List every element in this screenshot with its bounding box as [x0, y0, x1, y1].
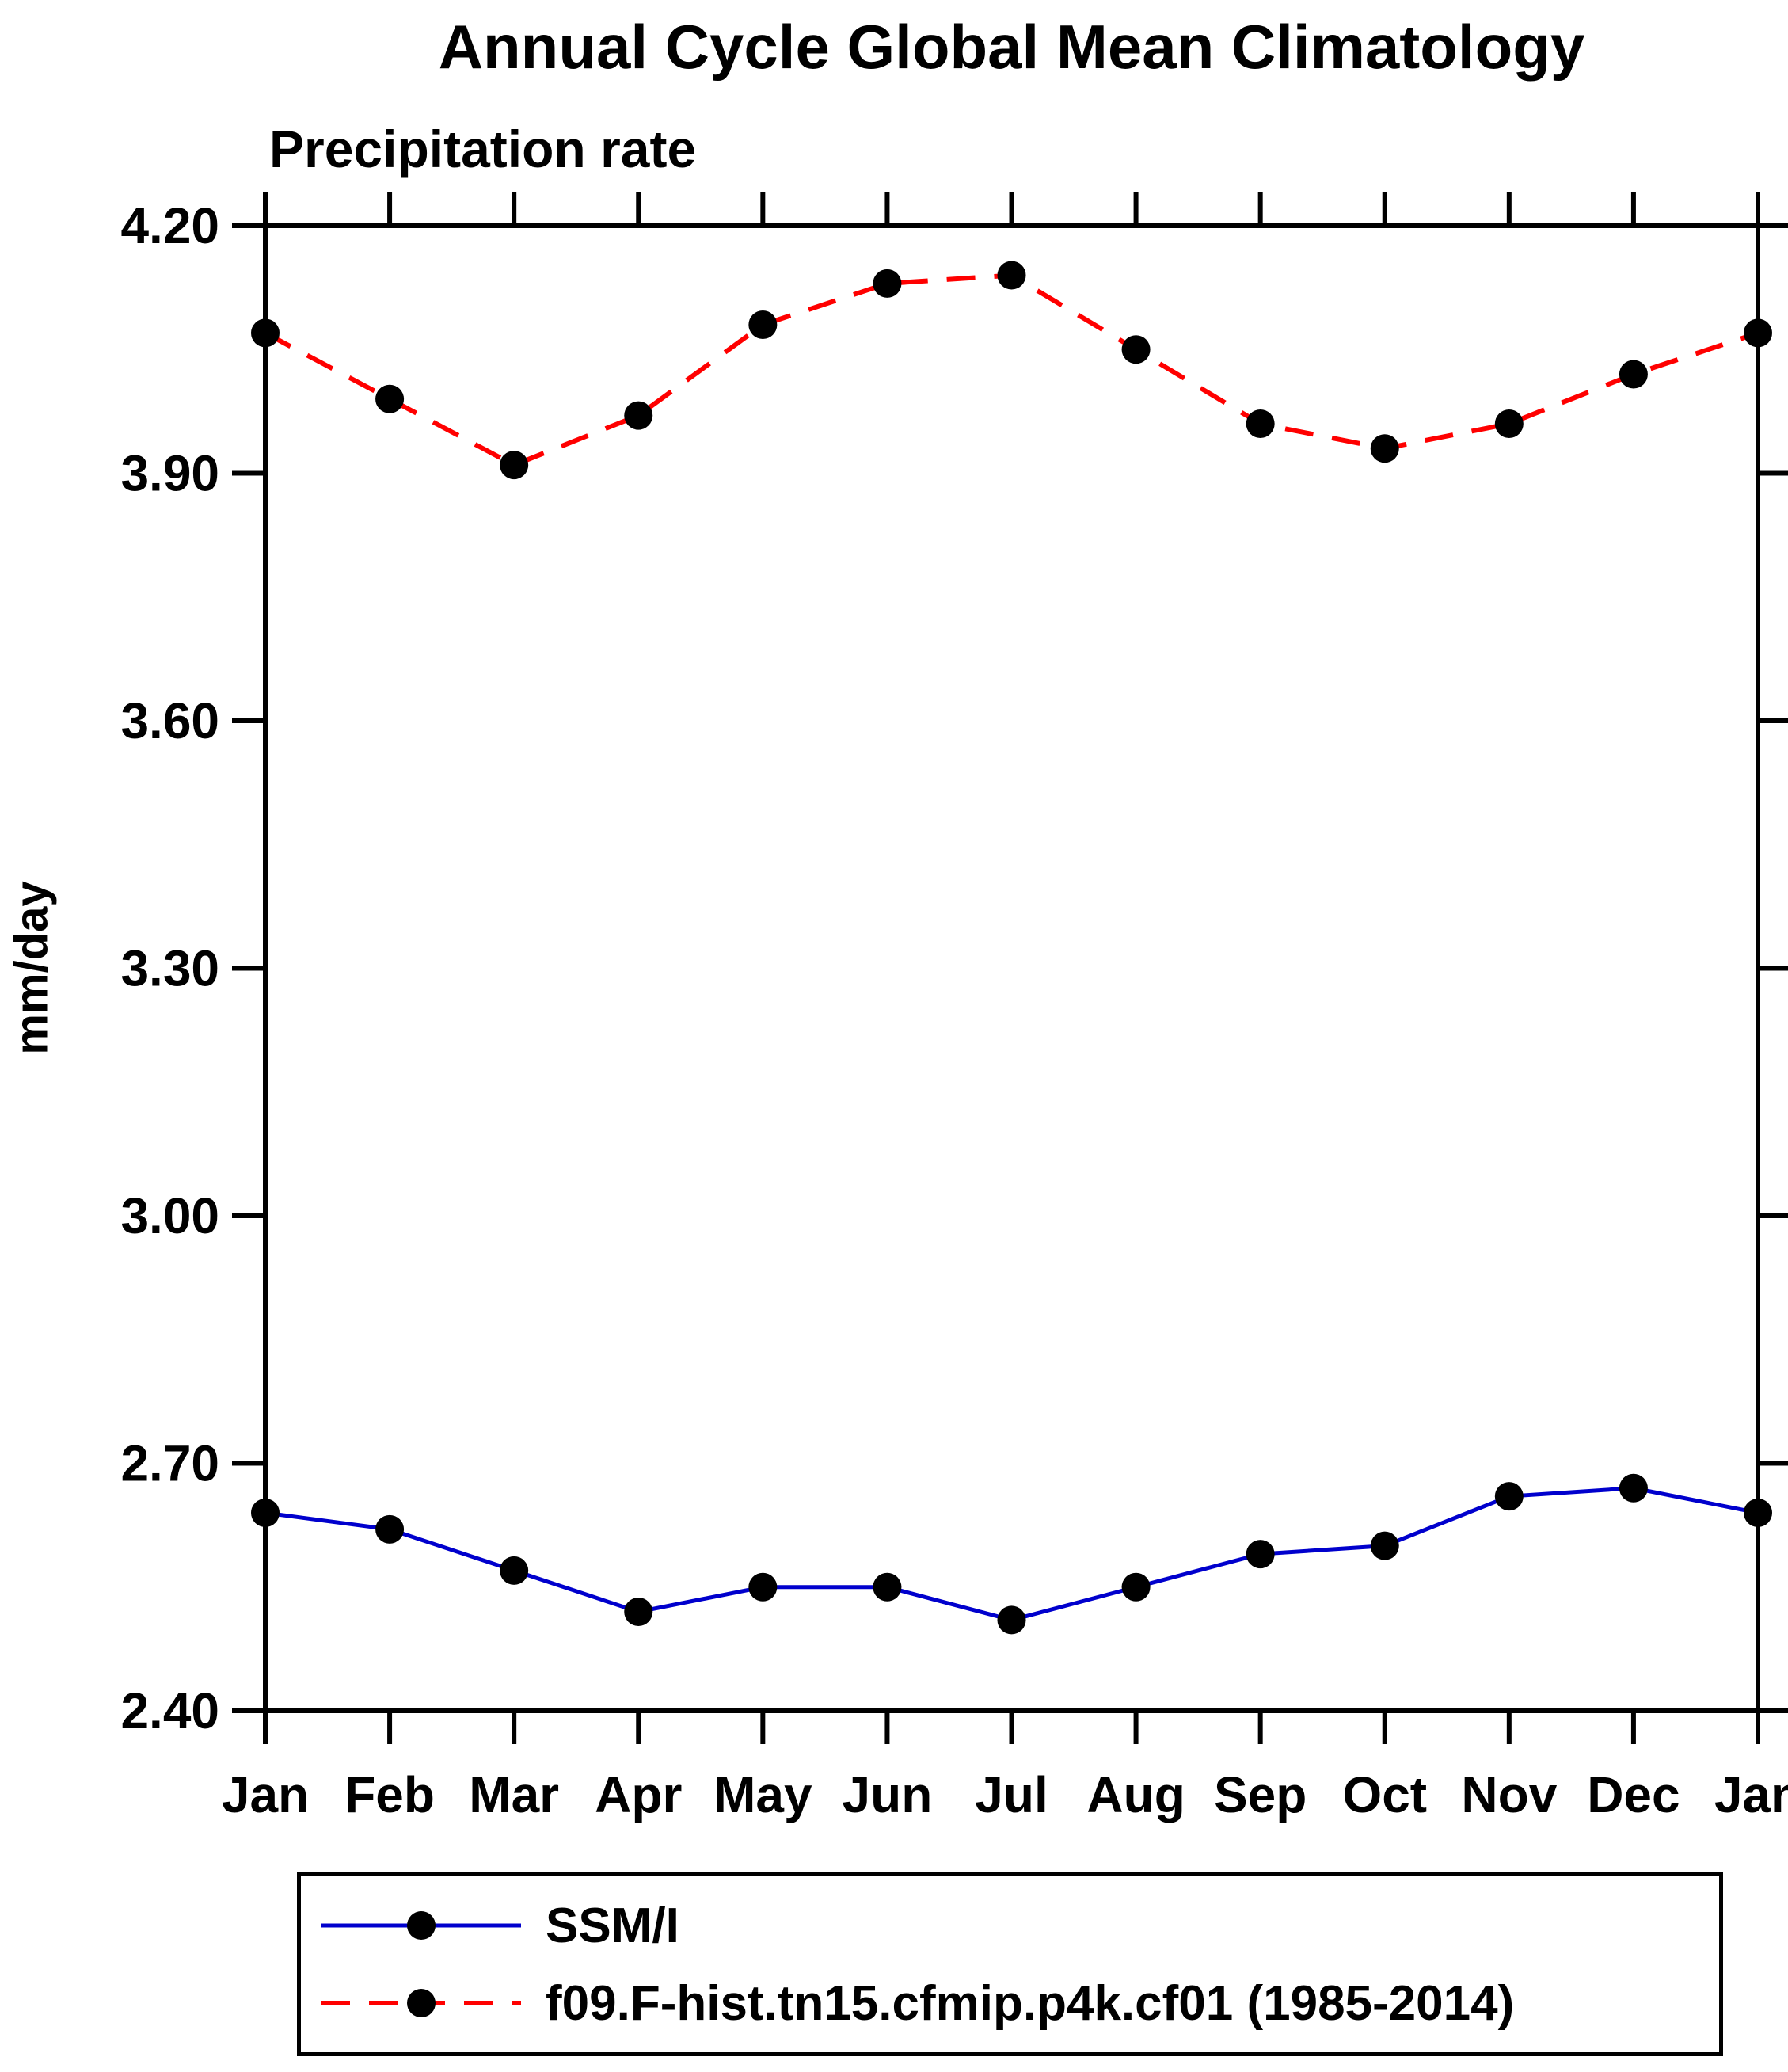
series-marker-0: [624, 1598, 653, 1626]
series-marker-0: [997, 1605, 1026, 1635]
x-tick-label: Jan: [222, 1766, 309, 1823]
series-marker-1: [1619, 360, 1648, 389]
series-marker-0: [1619, 1473, 1648, 1503]
series-marker-1: [375, 384, 405, 413]
series-marker-1: [1370, 434, 1399, 463]
legend-label: SSM/I: [546, 1898, 679, 1953]
y-tick-label: 3.90: [120, 445, 219, 502]
plot-frame: [263, 223, 1760, 1713]
chart-title: Annual Cycle Global Mean Climatology: [438, 12, 1585, 82]
x-tick-label: Jul: [975, 1766, 1048, 1823]
series-marker-1: [1494, 409, 1524, 438]
x-tick-label: Sep: [1214, 1766, 1307, 1823]
series-marker-0: [251, 1499, 280, 1527]
x-tick-label: Aug: [1086, 1766, 1185, 1823]
legend-label: f09.F-hist.tn15.cfmip.p4k.cf01 (1985-201…: [546, 1975, 1515, 2031]
chart-subtitle: Precipitation rate: [269, 120, 697, 178]
y-tick-label: 2.40: [120, 1682, 219, 1739]
series-line-0: [264, 1486, 1759, 1623]
y-axis-label: mm/day: [6, 881, 58, 1055]
x-tick-label: Dec: [1587, 1766, 1680, 1823]
x-tick-label: Apr: [595, 1766, 682, 1823]
y-tick-label: 3.60: [120, 692, 219, 749]
series-marker-1: [251, 318, 280, 348]
series-marker-1: [624, 401, 653, 430]
series-marker-1: [1744, 318, 1772, 348]
series-marker-1: [1121, 335, 1151, 364]
series-marker-0: [500, 1556, 529, 1585]
legend-item-ssmi: SSM/I: [318, 1898, 1719, 1953]
x-tick-label: Nov: [1461, 1766, 1557, 1823]
legend-sample-marker: [407, 1911, 436, 1940]
series-marker-1: [500, 451, 529, 480]
legend-sample-marker: [407, 1989, 436, 2017]
series-marker-0: [1246, 1540, 1275, 1569]
series-marker-0: [1744, 1499, 1772, 1527]
series-marker-0: [1370, 1531, 1399, 1560]
series-marker-0: [1121, 1572, 1151, 1602]
series-line-1: [264, 272, 1759, 468]
series-marker-0: [375, 1514, 405, 1544]
x-tick-label: Jan: [1714, 1766, 1788, 1823]
series-marker-1: [748, 310, 778, 339]
series-marker-0: [1494, 1482, 1524, 1511]
x-tick-label: Feb: [344, 1766, 435, 1823]
legend-item-model: f09.F-hist.tn15.cfmip.p4k.cf01 (1985-201…: [318, 1975, 1719, 2031]
legend: SSM/I f09.F-hist.tn15.cfmip.p4k.cf01 (19…: [297, 1872, 1723, 2056]
x-tick-label: Jun: [843, 1766, 933, 1823]
series-marker-1: [1246, 409, 1275, 438]
x-tick-label: May: [713, 1766, 812, 1823]
y-tick-label: 2.70: [120, 1435, 219, 1492]
y-tick-label: 3.30: [120, 940, 219, 997]
x-tick-label: Oct: [1342, 1766, 1427, 1823]
series-marker-1: [873, 269, 902, 298]
legend-line-sample-solid: [321, 1911, 521, 1940]
y-tick-label: 3.00: [120, 1187, 219, 1244]
series-marker-0: [748, 1572, 778, 1602]
y-tick-label: 4.20: [120, 197, 219, 254]
series-marker-1: [997, 261, 1026, 290]
series-marker-0: [873, 1572, 902, 1602]
x-tick-label: Mar: [469, 1766, 559, 1823]
legend-line-sample-dashed: [321, 1989, 521, 2017]
